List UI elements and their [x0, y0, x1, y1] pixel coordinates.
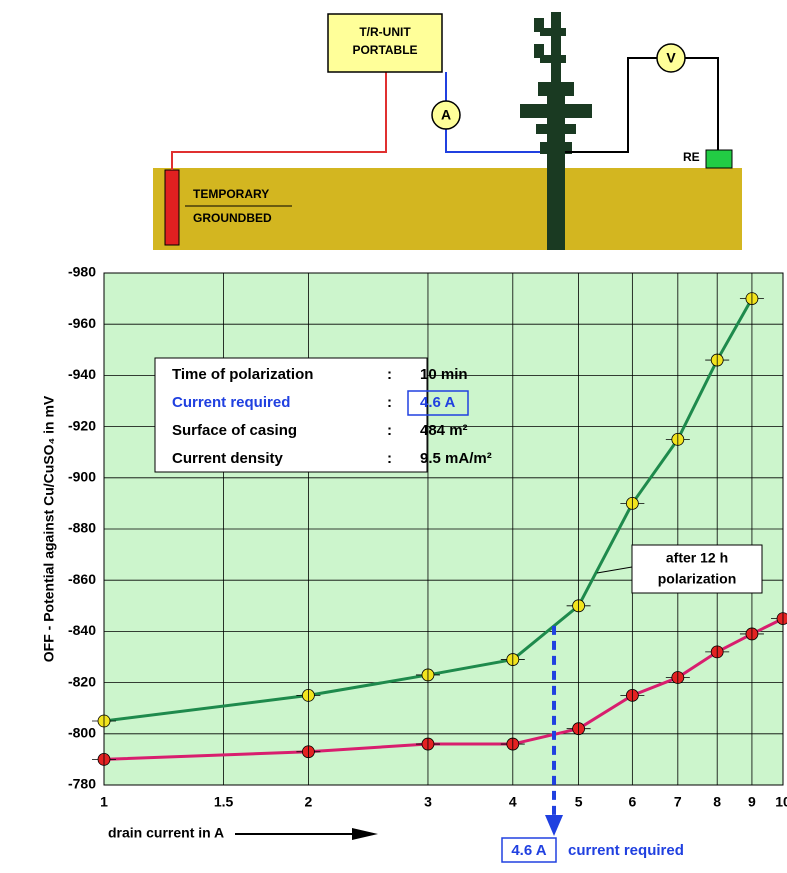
info-text: : [387, 422, 392, 439]
y-tick-label: -780 [68, 776, 96, 792]
required-current-value: 4.6 A [511, 842, 546, 859]
y-tick-label: -980 [68, 264, 96, 280]
info-text: 4.6 A [420, 394, 455, 411]
info-text: Current required [172, 394, 290, 411]
x-tick-label: 3 [424, 794, 432, 810]
y-tick-label: -840 [68, 622, 96, 638]
x-tick-label: 2 [305, 794, 313, 810]
info-text: 10 min [420, 366, 468, 383]
y-tick-label: -860 [68, 571, 96, 587]
y-tick-label: -940 [68, 366, 96, 382]
info-text: : [387, 394, 392, 411]
required-current-arrowhead [545, 815, 563, 836]
x-axis-label: drain current in A [108, 825, 224, 841]
x-tick-label: 7 [674, 794, 682, 810]
ammeter-label: A [441, 107, 451, 123]
y-tick-label: -880 [68, 520, 96, 536]
x-tick-label: 9 [748, 794, 756, 810]
x-tick-label: 6 [628, 794, 636, 810]
figure: TEMPORARY GROUNDBED T/R-UNIT PORTABLE A … [0, 0, 787, 868]
reference-electrode [706, 150, 732, 168]
y-tick-label: -960 [68, 315, 96, 331]
x-tick-label: 1 [100, 794, 108, 810]
diagram: TEMPORARY GROUNDBED T/R-UNIT PORTABLE A … [153, 12, 742, 250]
info-text: Surface of casing [172, 422, 297, 439]
x-tick-label: 5 [575, 794, 583, 810]
info-text: : [387, 366, 392, 383]
info-text: : [387, 450, 392, 467]
y-tick-label: -900 [68, 469, 96, 485]
info-text: 9.5 mA/m² [420, 450, 492, 467]
x-tick-label: 8 [713, 794, 721, 810]
annotation-text: after 12 h [666, 550, 728, 566]
point-marker [777, 613, 787, 625]
info-text: Current density [172, 450, 284, 467]
x-tick-label: 10 [775, 794, 787, 810]
y-tick-label: -920 [68, 417, 96, 433]
tr-unit-label: PORTABLE [352, 43, 417, 57]
groundbed-anode [165, 170, 179, 245]
required-current-text: current required [568, 842, 684, 859]
y-axis-label: OFF - Potential against Cu/CuSO₄ in mV [41, 395, 57, 662]
groundbed-label: GROUNDBED [193, 211, 272, 225]
x-tick-label: 1.5 [214, 794, 234, 810]
black-wire [685, 58, 718, 152]
info-box: Time of polarization: 10 min Current requi… [155, 358, 492, 472]
info-text: 484 m² [420, 422, 468, 439]
annotation-text: polarization [658, 571, 737, 587]
y-tick-label: -820 [68, 673, 96, 689]
x-tick-label: 4 [509, 794, 517, 810]
ground [153, 168, 742, 250]
tr-unit-label: T/R-UNIT [359, 25, 411, 39]
voltmeter-label: V [666, 50, 676, 66]
x-direction-arrowhead [352, 828, 378, 840]
blue-wire [446, 129, 547, 152]
groundbed-label: TEMPORARY [193, 187, 269, 201]
info-text: Time of polarization [172, 366, 313, 383]
y-tick-label: -800 [68, 725, 96, 741]
reference-label: RE [683, 150, 700, 164]
red-wire [172, 72, 386, 170]
